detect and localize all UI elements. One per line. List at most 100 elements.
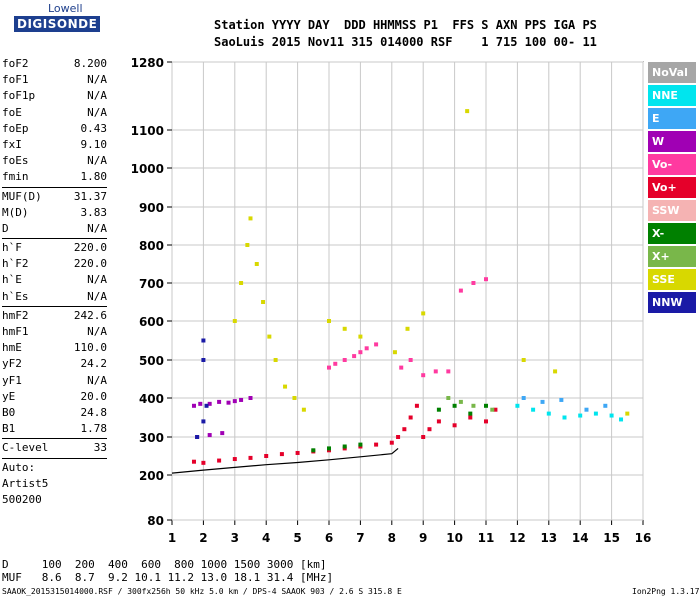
point-sse [553, 369, 558, 374]
param-value: N/A [87, 105, 107, 119]
param-value: N/A [87, 73, 107, 87]
param-label: h`E [2, 273, 22, 287]
muf-row: MUF 8.6 8.7 9.2 10.1 11.2 13.0 18.1 31.4… [2, 571, 334, 584]
param-separator [2, 457, 107, 459]
param-row: M(D) 3.83 [2, 205, 107, 221]
point-vo- [471, 281, 476, 285]
point-vo- [201, 460, 206, 465]
param-label: B0 [2, 405, 16, 419]
param-value: 0.43 [80, 121, 108, 135]
param-value: 8.200 [73, 57, 107, 70]
legend-item-nnw: NNW [648, 292, 696, 313]
param-label: MUF(D) [2, 189, 42, 203]
point-sse [465, 109, 470, 114]
point-e [540, 399, 545, 404]
header-column-titles: Station YYYY DAY DDD HHMMSS P1 FFS S AXN… [214, 18, 597, 32]
electron-density-profile-curve [171, 447, 399, 474]
point-vo- [327, 365, 331, 370]
param-row: h`E N/A [2, 272, 107, 288]
y-tick-label: 600 [139, 315, 164, 329]
point-w [198, 401, 203, 406]
point-vo- [264, 454, 269, 458]
param-label: foEs [2, 154, 29, 168]
point-x- [471, 403, 476, 408]
point-vo- [191, 459, 196, 464]
point-e [559, 397, 564, 402]
param-value: N/A [87, 154, 107, 168]
point-w [220, 431, 225, 436]
point-vo- [389, 440, 394, 445]
point-sse [342, 326, 347, 331]
x-tick-label: 9 [419, 531, 427, 545]
param-row: foEs N/A [2, 153, 107, 169]
point-vo- [446, 369, 451, 374]
plot-frame [171, 61, 644, 521]
x-tick-label: 11 [478, 531, 495, 545]
point-nne [593, 411, 598, 416]
point-nne [578, 413, 583, 418]
point-vo- [421, 373, 426, 378]
param-label: fmin [2, 170, 29, 184]
x-tick-label: 16 [635, 531, 652, 545]
param-row: fmin 1.80 [2, 169, 107, 185]
point-vo- [436, 419, 441, 424]
point-vo- [468, 415, 473, 420]
param-row: foE N/A [2, 105, 107, 121]
y-tick-label: 80 [147, 514, 164, 528]
point-sse [405, 326, 410, 331]
param-row: B1 1.78 [2, 421, 107, 437]
point-e [603, 403, 608, 408]
x-tick-label: 4 [262, 531, 270, 545]
point-sse [239, 281, 244, 285]
point-x- [458, 399, 463, 404]
point-nne [609, 413, 614, 418]
logo-digisonde-text: DIGISONDE [14, 16, 101, 32]
point-sse [261, 300, 266, 304]
point-w [232, 399, 237, 404]
y-tick-label: 1000 [131, 162, 164, 176]
param-label: hmF1 [2, 325, 29, 338]
point-vo- [399, 365, 404, 370]
legend-item-vo-: Vo- [648, 154, 696, 175]
point-x- [311, 448, 316, 453]
point-w [248, 396, 253, 400]
param-row: hmF1 N/A [2, 324, 107, 340]
header-column-values: SaoLuis 2015 Nov11 315 014000 RSF 1 715 … [214, 35, 597, 49]
point-vo- [493, 407, 498, 412]
param-label: C-level [2, 441, 49, 455]
param-separator [2, 438, 107, 440]
point-sse [392, 350, 397, 355]
logo-lowell-text: Lowell [48, 2, 83, 15]
param-label: hmF2 [2, 308, 29, 322]
x-tick-label: 3 [231, 531, 239, 545]
param-row: h`F2 220.0 [2, 256, 107, 272]
point-sse [358, 334, 363, 339]
point-sse [273, 358, 278, 362]
y-tick-label: 500 [139, 354, 164, 368]
point-sse [521, 358, 526, 362]
param-label: h`Es [2, 289, 29, 303]
param-label: h`F [2, 241, 22, 255]
point-vo- [421, 435, 426, 439]
param-row: foF1 N/A [2, 72, 107, 88]
point-vo- [484, 277, 488, 282]
x-tick-label: 13 [540, 531, 557, 545]
point-w [217, 399, 222, 404]
point-vo- [396, 435, 401, 439]
param-row: foEp 0.43 [2, 121, 107, 137]
point-x- [490, 407, 495, 412]
point-sse [254, 262, 259, 266]
param-row: B0 24.8 [2, 405, 107, 421]
y-tick-label: 800 [139, 239, 164, 253]
y-tick-label: 1100 [131, 124, 164, 138]
point-x- [358, 442, 363, 447]
param-value: 20.0 [80, 389, 108, 403]
y-tick-label: 300 [139, 431, 164, 445]
param-row: yE 20.0 [2, 389, 107, 405]
point-sse [292, 396, 297, 400]
point-x- [446, 396, 451, 400]
x-tick-label: 15 [603, 531, 620, 545]
param-value: N/A [87, 325, 107, 338]
param-label: yF2 [2, 357, 22, 371]
